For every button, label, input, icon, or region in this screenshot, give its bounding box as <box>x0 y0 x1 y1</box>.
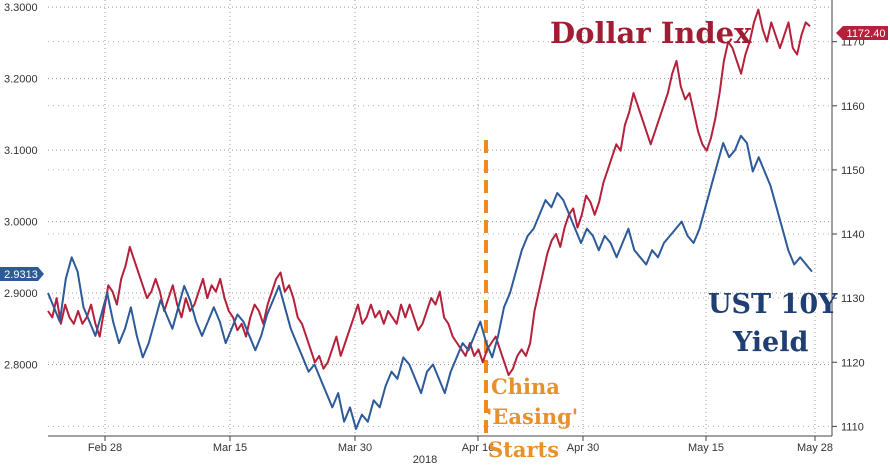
right-tick-label: 1110 <box>841 421 864 433</box>
left-tick-label: 3.0000 <box>4 217 38 229</box>
x-tick-label: Feb 28 <box>88 442 122 454</box>
series <box>47 8 813 430</box>
annotation-china: China <box>491 374 560 399</box>
gridlines <box>48 0 832 436</box>
annotation-easing: 'Easing' <box>486 404 578 429</box>
annotation-dollar-index: Dollar Index <box>550 16 752 50</box>
annotation-ust-10y: UST 10Y <box>708 289 838 320</box>
left-axis-ticks: 2.8000 2.9000 3.0000 3.1000 3.2000 3.3000 <box>4 2 38 371</box>
last-value-badge-dollar-bg <box>836 26 888 40</box>
last-value-ust: 2.9313 <box>4 269 38 281</box>
axes <box>48 0 833 437</box>
left-tick-label: 2.8000 <box>4 360 38 372</box>
x-tick-label: Mar 30 <box>338 442 372 454</box>
x-tick-label: May 15 <box>688 442 724 454</box>
series-line-ust-10y-yield <box>47 134 813 430</box>
right-tick-label: 1150 <box>841 165 865 177</box>
x-axis-label: 2018 <box>413 454 437 466</box>
right-tick-label: 1120 <box>841 357 865 369</box>
right-tick-label: 1140 <box>841 229 865 241</box>
last-value-dollar: 1172.40 <box>847 28 886 40</box>
x-tick-label: May 28 <box>797 442 833 454</box>
series-line-dollar-index <box>47 8 811 377</box>
x-tick-label: Mar 15 <box>213 442 247 454</box>
right-tick-label: 1130 <box>841 293 865 305</box>
annotation-yield: Yield <box>732 327 808 358</box>
left-tick-label: 3.1000 <box>4 145 38 157</box>
right-tick-label: 1160 <box>841 101 865 113</box>
left-tick-label: 2.9000 <box>4 288 38 300</box>
x-tick-label: Apr 16 <box>462 442 494 454</box>
last-value-badge-ust-bg <box>0 267 44 281</box>
x-tick-label: Apr 30 <box>567 442 599 454</box>
last-value-badge-dollar: 1172.40 <box>836 26 888 40</box>
last-value-badge-ust: 2.9313 <box>0 267 44 281</box>
left-tick-label: 3.3000 <box>4 2 38 14</box>
x-axis-ticks: Feb 28 Mar 15 Mar 30 Apr 16 Apr 30 May 15 May … <box>88 436 833 454</box>
annotation-starts: Starts <box>488 437 559 462</box>
left-tick-label: 3.2000 <box>4 74 38 86</box>
